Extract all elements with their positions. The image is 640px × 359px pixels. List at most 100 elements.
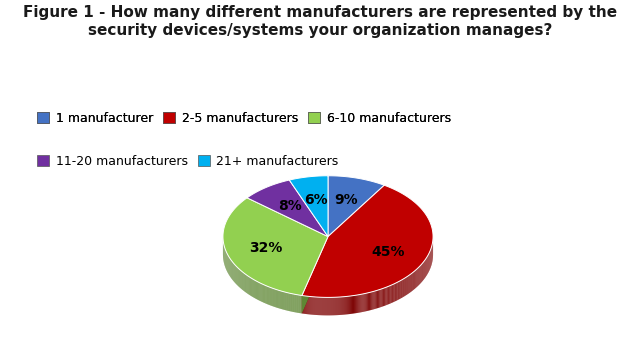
Polygon shape xyxy=(385,288,386,306)
Polygon shape xyxy=(323,297,324,315)
Polygon shape xyxy=(324,297,325,315)
Polygon shape xyxy=(365,293,366,311)
Polygon shape xyxy=(388,286,389,304)
Polygon shape xyxy=(384,288,385,306)
Polygon shape xyxy=(316,297,317,315)
Text: 6%: 6% xyxy=(304,192,328,206)
Polygon shape xyxy=(357,295,358,313)
Polygon shape xyxy=(341,297,342,315)
Polygon shape xyxy=(364,293,365,312)
Polygon shape xyxy=(375,291,376,309)
Polygon shape xyxy=(399,281,400,299)
Polygon shape xyxy=(344,297,345,314)
Polygon shape xyxy=(383,288,384,306)
Polygon shape xyxy=(378,290,379,308)
Legend: 11-20 manufacturers, 21+ manufacturers: 11-20 manufacturers, 21+ manufacturers xyxy=(32,150,344,173)
Polygon shape xyxy=(328,176,384,237)
Polygon shape xyxy=(397,282,398,300)
Polygon shape xyxy=(294,294,295,312)
Polygon shape xyxy=(371,292,372,310)
Polygon shape xyxy=(390,285,391,303)
Polygon shape xyxy=(340,297,341,315)
Polygon shape xyxy=(286,292,287,311)
Polygon shape xyxy=(335,297,337,315)
Polygon shape xyxy=(289,293,290,311)
Polygon shape xyxy=(392,284,393,303)
Polygon shape xyxy=(353,295,354,314)
Polygon shape xyxy=(300,295,301,313)
Polygon shape xyxy=(396,283,397,301)
Polygon shape xyxy=(352,296,353,314)
Polygon shape xyxy=(406,276,407,295)
Polygon shape xyxy=(402,279,403,298)
Polygon shape xyxy=(293,294,294,312)
Polygon shape xyxy=(403,279,404,297)
Polygon shape xyxy=(330,297,332,315)
Polygon shape xyxy=(347,296,348,314)
Polygon shape xyxy=(350,296,351,314)
Polygon shape xyxy=(319,297,321,315)
Polygon shape xyxy=(310,297,312,314)
Polygon shape xyxy=(372,292,374,309)
Polygon shape xyxy=(297,295,298,313)
Polygon shape xyxy=(292,294,293,312)
Polygon shape xyxy=(333,297,334,315)
Polygon shape xyxy=(407,276,408,294)
Polygon shape xyxy=(358,295,359,313)
Polygon shape xyxy=(405,278,406,296)
Polygon shape xyxy=(401,280,402,298)
Polygon shape xyxy=(317,297,319,315)
Polygon shape xyxy=(380,289,381,308)
Polygon shape xyxy=(382,288,383,307)
Polygon shape xyxy=(284,292,285,310)
Polygon shape xyxy=(355,295,356,313)
Polygon shape xyxy=(387,286,388,305)
Polygon shape xyxy=(354,295,355,313)
Polygon shape xyxy=(360,294,361,313)
Polygon shape xyxy=(337,297,339,315)
Polygon shape xyxy=(376,290,377,309)
Text: 9%: 9% xyxy=(334,194,358,208)
Polygon shape xyxy=(367,293,368,311)
Polygon shape xyxy=(312,297,314,315)
Polygon shape xyxy=(379,289,380,308)
Polygon shape xyxy=(287,293,288,311)
Polygon shape xyxy=(304,296,305,314)
Polygon shape xyxy=(343,297,344,315)
Polygon shape xyxy=(369,292,370,311)
Polygon shape xyxy=(291,294,292,312)
Polygon shape xyxy=(377,290,378,308)
Text: Figure 1 - How many different manufacturers are represented by the
security devi: Figure 1 - How many different manufactur… xyxy=(23,5,617,38)
Polygon shape xyxy=(348,296,349,314)
Polygon shape xyxy=(298,295,299,313)
Polygon shape xyxy=(368,293,369,311)
Polygon shape xyxy=(339,297,340,315)
Polygon shape xyxy=(321,297,323,315)
Polygon shape xyxy=(342,297,343,315)
Polygon shape xyxy=(334,297,335,315)
Polygon shape xyxy=(389,286,390,304)
Polygon shape xyxy=(391,285,392,303)
Polygon shape xyxy=(393,284,394,302)
Polygon shape xyxy=(306,296,307,314)
Polygon shape xyxy=(302,237,328,313)
Polygon shape xyxy=(361,294,362,312)
Polygon shape xyxy=(290,293,291,311)
Polygon shape xyxy=(302,185,433,297)
Polygon shape xyxy=(301,295,302,313)
Polygon shape xyxy=(289,176,328,237)
Polygon shape xyxy=(303,295,304,314)
Polygon shape xyxy=(299,295,300,313)
Polygon shape xyxy=(302,295,303,314)
Polygon shape xyxy=(394,283,396,302)
Polygon shape xyxy=(296,295,297,313)
Text: 32%: 32% xyxy=(250,241,283,255)
Polygon shape xyxy=(359,295,360,313)
Polygon shape xyxy=(374,291,375,309)
Polygon shape xyxy=(345,297,346,314)
Polygon shape xyxy=(332,297,333,315)
Polygon shape xyxy=(351,296,352,314)
Text: 8%: 8% xyxy=(278,199,301,213)
Polygon shape xyxy=(308,297,310,314)
Polygon shape xyxy=(288,293,289,311)
